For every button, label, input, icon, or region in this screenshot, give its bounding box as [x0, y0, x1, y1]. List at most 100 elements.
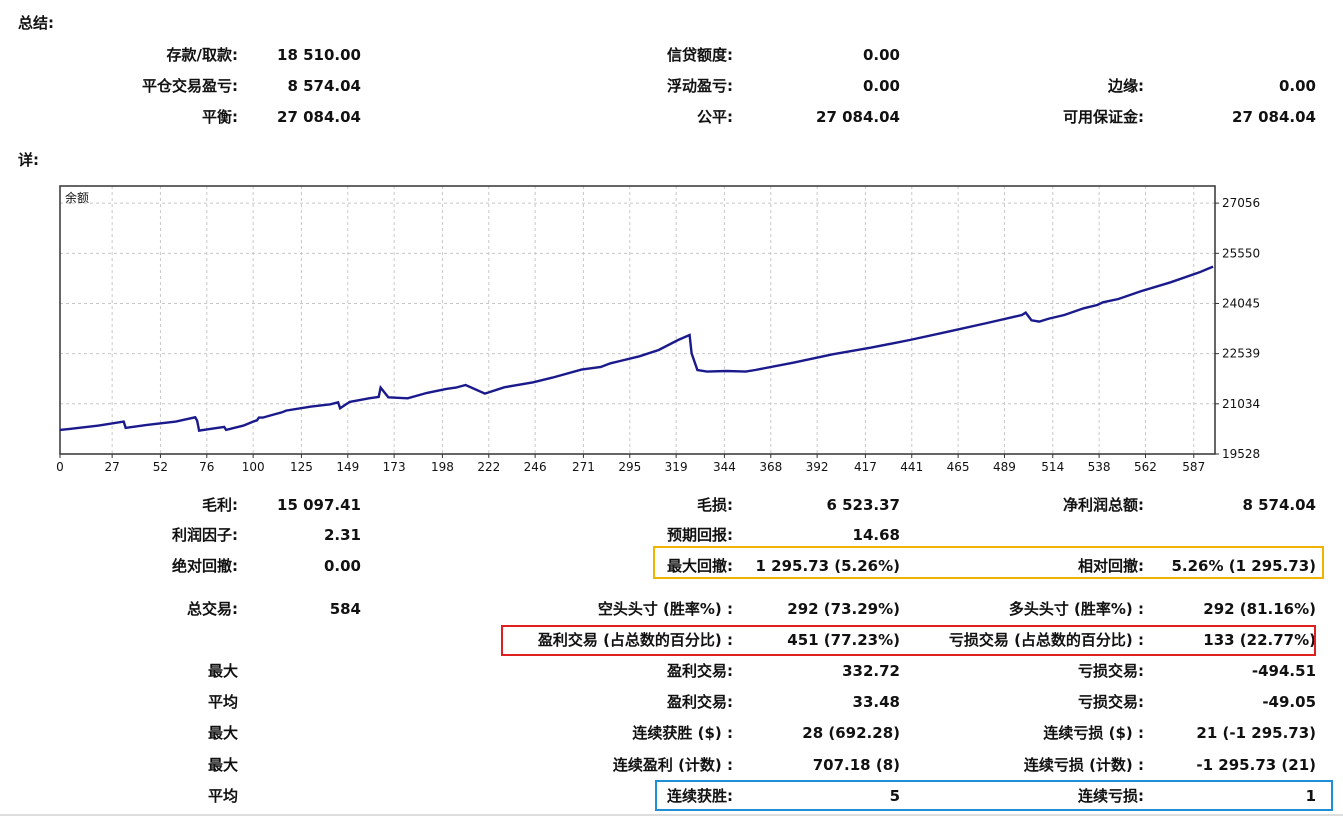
x-tick-label: 52 — [153, 460, 168, 474]
details-value: 292 (73.29%) — [787, 600, 900, 618]
details-label: 亏损交易 (占总数的百分比) : — [948, 631, 1144, 649]
details-value: 2.31 — [323, 526, 361, 544]
details-label: 最大回撤: — [667, 557, 733, 575]
details-value: 14.68 — [852, 526, 900, 544]
x-tick-label: 271 — [572, 460, 595, 474]
details-value: 21 (-1 295.73) — [1196, 724, 1316, 742]
summary-value: 27 084.04 — [277, 108, 361, 126]
x-tick-label: 0 — [56, 460, 64, 474]
details-label: 亏损交易: — [1078, 693, 1144, 711]
summary-value: 27 084.04 — [816, 108, 900, 126]
details-label: 连续亏损 ($) : — [1043, 724, 1144, 742]
x-tick-label: 587 — [1182, 460, 1205, 474]
x-tick-label: 149 — [336, 460, 359, 474]
details-label: 总交易: — [187, 600, 238, 618]
y-axis-ticks: 19528 21034 22539 24045 25550 27056 — [1215, 196, 1260, 461]
details-label: 亏损交易: — [1078, 662, 1144, 680]
details-label: 最大 — [207, 756, 238, 774]
details-value: 28 (692.28) — [802, 724, 900, 742]
consecutive-highlight-box — [655, 780, 1333, 811]
x-tick-label: 344 — [713, 460, 736, 474]
details-value: 5 — [889, 787, 900, 805]
x-tick-label: 173 — [383, 460, 406, 474]
summary-value: 0.00 — [862, 77, 900, 95]
summary-label: 平衡: — [202, 108, 238, 126]
summary-label: 平仓交易盈亏: — [142, 77, 238, 95]
x-tick-label: 514 — [1041, 460, 1064, 474]
details-label: 连续亏损: — [1078, 787, 1144, 805]
details-label: 最大 — [207, 662, 238, 680]
x-tick-label: 368 — [759, 460, 782, 474]
details-label: 多头头寸 (胜率%) : — [1008, 600, 1144, 618]
details-label: 盈利交易: — [667, 662, 733, 680]
details-value: 133 (22.77%) — [1203, 631, 1316, 649]
y-tick-label: 24045 — [1222, 296, 1260, 310]
details-value: 584 — [329, 600, 361, 618]
details-value: 707.18 (8) — [812, 756, 900, 774]
details-value: -494.51 — [1251, 662, 1316, 680]
details-value: 1 — [1305, 787, 1316, 805]
details-value: 5.26% (1 295.73) — [1171, 557, 1316, 575]
details-value: 6 523.37 — [826, 496, 900, 514]
summary-value: 18 510.00 — [277, 46, 361, 64]
x-tick-label: 198 — [431, 460, 454, 474]
details-label: 盈利交易: — [667, 693, 733, 711]
x-tick-label: 246 — [524, 460, 547, 474]
x-tick-label: 392 — [806, 460, 829, 474]
details-value: 332.72 — [842, 662, 900, 680]
details-value: 0.00 — [323, 557, 361, 575]
x-tick-label: 295 — [618, 460, 641, 474]
y-tick-label: 22539 — [1222, 347, 1260, 361]
y-tick-label: 19528 — [1222, 447, 1260, 461]
summary-label: 可用保证金: — [1063, 108, 1144, 126]
details-value: -1 295.73 (21) — [1196, 756, 1316, 774]
summary-value: 0.00 — [862, 46, 900, 64]
x-tick-label: 27 — [105, 460, 120, 474]
x-tick-label: 125 — [290, 460, 313, 474]
chart-title: 余额 — [65, 190, 89, 205]
details-label: 平均 — [207, 693, 238, 711]
details-label: 绝对回撤: — [172, 557, 238, 575]
x-tick-label: 562 — [1134, 460, 1157, 474]
x-tick-label: 417 — [854, 460, 877, 474]
details-value: 33.48 — [852, 693, 900, 711]
details-label: 连续亏损 (计数) : — [1023, 756, 1144, 774]
summary-value: 8 574.04 — [287, 77, 361, 95]
x-axis-ticks: 0 27 52 76 100 125 149 173 198 222 246 271 295 319 344… — [56, 454, 1205, 474]
summary-value: 0.00 — [1278, 77, 1316, 95]
details-label: 盈利交易 (占总数的百分比) : — [537, 631, 733, 649]
details-label: 毛利: — [202, 496, 238, 514]
bottom-divider — [0, 814, 1343, 816]
summary-label: 边缘: — [1108, 77, 1144, 95]
details-label: 连续获胜: — [667, 787, 733, 805]
x-tick-label: 100 — [242, 460, 265, 474]
summary-label: 公平: — [697, 108, 733, 126]
details-label: 最大 — [207, 724, 238, 742]
balance-chart: 余额 0 27 52 76 100 125 149 173 198 222 246 271 295 319… — [56, 185, 1260, 474]
y-tick-label: 27056 — [1222, 196, 1260, 210]
balance-series-line — [59, 265, 1214, 432]
details-label: 利润因子: — [172, 526, 238, 544]
details-title: 详: — [18, 151, 39, 169]
details-label: 平均 — [207, 787, 238, 805]
details-label: 预期回报: — [667, 526, 733, 544]
details-label: 毛损: — [697, 496, 733, 514]
x-tick-label: 465 — [947, 460, 970, 474]
summary-label: 浮动盈亏: — [667, 77, 733, 95]
x-tick-label: 319 — [665, 460, 688, 474]
summary-label: 存款/取款: — [166, 46, 238, 64]
x-tick-label: 489 — [993, 460, 1016, 474]
summary-title: 总结: — [18, 14, 54, 32]
details-label: 相对回撤: — [1078, 557, 1144, 575]
details-label: 净利润总额: — [1063, 496, 1144, 514]
y-tick-label: 25550 — [1222, 246, 1260, 260]
details-label: 空头头寸 (胜率%) : — [597, 600, 733, 618]
summary-label: 信贷额度: — [667, 46, 733, 64]
x-tick-label: 441 — [900, 460, 923, 474]
plot-frame — [59, 185, 1216, 455]
x-tick-label: 538 — [1088, 460, 1111, 474]
drawdown-highlight-box — [653, 546, 1324, 579]
x-tick-label: 222 — [477, 460, 500, 474]
details-value: 1 295.73 (5.26%) — [755, 557, 900, 575]
details-value: 8 574.04 — [1242, 496, 1316, 514]
